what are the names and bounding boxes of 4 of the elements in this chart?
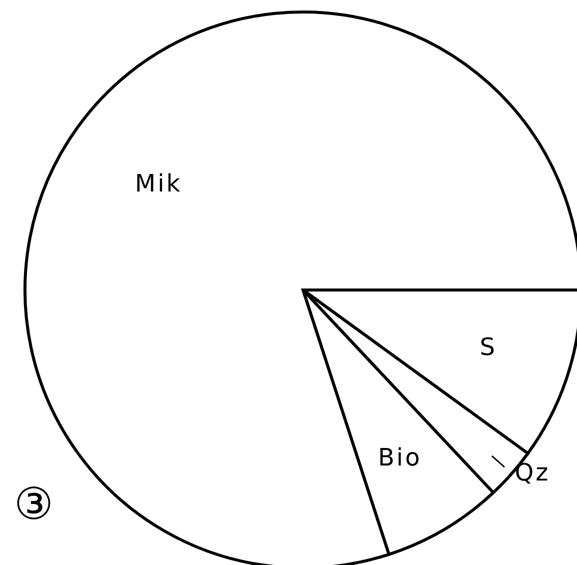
slice-label: Mik <box>134 170 182 198</box>
slice-label: Bio <box>378 443 422 472</box>
slice-label: S <box>480 332 497 361</box>
text: ③ <box>14 479 54 530</box>
